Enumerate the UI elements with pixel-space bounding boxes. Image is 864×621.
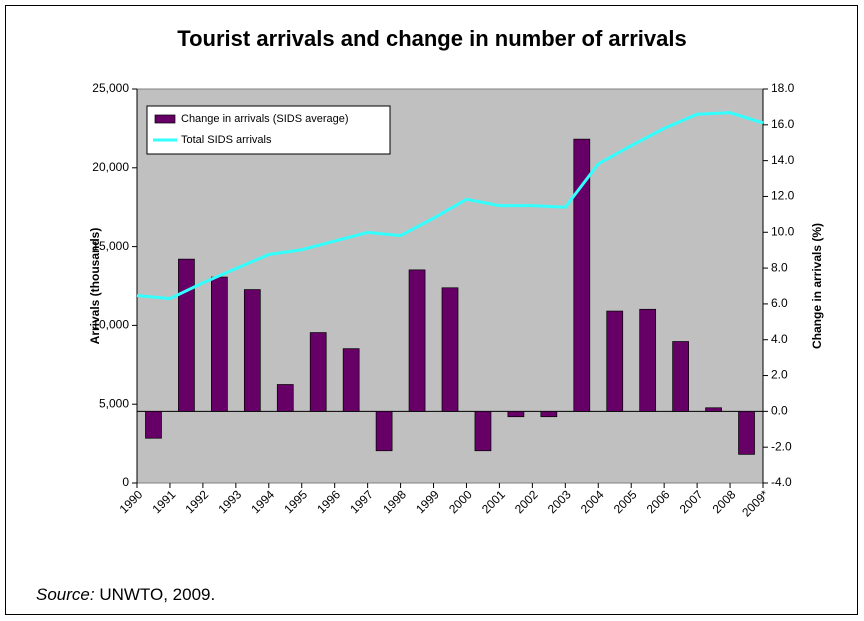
legend-label: Change in arrivals (SIDS average) [181,113,349,125]
source-label: Source: [36,585,95,604]
bar [145,411,162,439]
bar [178,258,195,412]
bar [672,341,689,412]
bar [243,289,261,412]
bar [309,332,327,412]
y2-tick-label: 0.0 [771,404,788,418]
bar [375,411,393,452]
y2-tick-label: 4.0 [771,332,788,346]
y-tick-label: 5,000 [99,396,129,410]
y-tick-label: 0 [122,475,129,489]
bar [441,287,459,412]
y2-tick-label: 8.0 [771,260,788,274]
bar [408,269,426,412]
bar [606,310,624,412]
y-tick-label: 25,000 [92,81,129,95]
y-axis-label: Arrivals (thousands) [88,228,102,345]
bar [573,138,591,412]
y2-tick-label: 10.0 [771,224,795,238]
legend-label: Total SIDS arrivals [181,134,272,146]
legend [146,105,391,155]
source-text: UNWTO, 2009. [99,585,215,604]
bar [211,276,228,412]
y2-axis-label: Change in arrivals (%) [810,223,824,349]
bar [738,411,755,455]
plot-area [136,88,764,484]
y-tick-label: 10,000 [92,318,129,332]
y2-tick-label: 12.0 [771,189,795,203]
bar [639,308,657,412]
line [136,111,764,301]
y2-tick-label: 16.0 [771,117,795,131]
y2-tick-label: -2.0 [771,439,792,453]
y2-tick-label: 14.0 [771,153,795,167]
y2-tick-label: 2.0 [771,368,788,382]
source: Source: UNWTO, 2009. [36,585,215,604]
bar [276,384,294,412]
chart-title: Tourist arrivals and change in number of… [177,26,686,51]
bar [540,411,558,418]
legend-swatch [154,114,176,124]
y2-tick-label: 18.0 [771,81,795,95]
y-tick-label: 15,000 [92,239,129,253]
bar [474,411,492,452]
bar [705,407,722,412]
bar [342,348,360,412]
bar [507,411,525,418]
y2-tick-label: 6.0 [771,296,788,310]
y2-tick-label: -4.0 [771,475,792,489]
y-tick-label: 20,000 [92,160,129,174]
